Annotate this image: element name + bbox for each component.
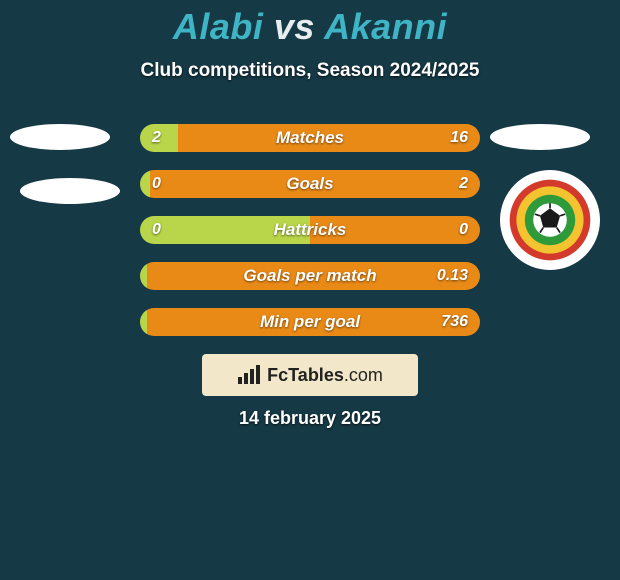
stat-left-fill [140,308,147,336]
subtitle: Club competitions, Season 2024/2025 [0,60,620,82]
player1-avatar-placeholder-1 [10,124,110,150]
player2-avatar-placeholder [490,124,590,150]
stat-row-matches: Matches216 [140,124,480,152]
stat-right-fill [178,124,480,152]
player1-avatar-placeholder-2 [20,178,120,204]
brand-suffix: .com [344,365,383,385]
stat-row-min-per-goal: Min per goal736 [140,308,480,336]
infographic-canvas: Alabi vs Akanni Club competitions, Seaso… [0,0,620,580]
stat-right-fill [147,262,480,290]
stat-row-goals-per-match: Goals per match0.13 [140,262,480,290]
title: Alabi vs Akanni [0,6,620,48]
stat-left-fill [140,262,147,290]
brand-watermark: FcTables.com [202,354,418,396]
title-player1: Alabi [173,6,264,47]
player2-club-badge [500,170,600,270]
stat-right-fill [310,216,480,244]
date-text: 14 february 2025 [0,408,620,429]
comparison-bars: Matches216 Goals02 Hattricks00 Goals per ma… [140,124,480,354]
club-badge-icon [508,178,592,262]
stat-left-fill [140,170,150,198]
stat-row-goals: Goals02 [140,170,480,198]
stat-row-hattricks: Hattricks00 [140,216,480,244]
stat-right-fill [150,170,480,198]
title-vs: vs [274,6,315,47]
stat-left-fill [140,216,310,244]
title-player2: Akanni [324,6,447,47]
brand-name: FcTables [267,365,344,385]
stat-left-fill [140,124,178,152]
brand-chart-icon [237,365,261,385]
stat-right-fill [147,308,480,336]
